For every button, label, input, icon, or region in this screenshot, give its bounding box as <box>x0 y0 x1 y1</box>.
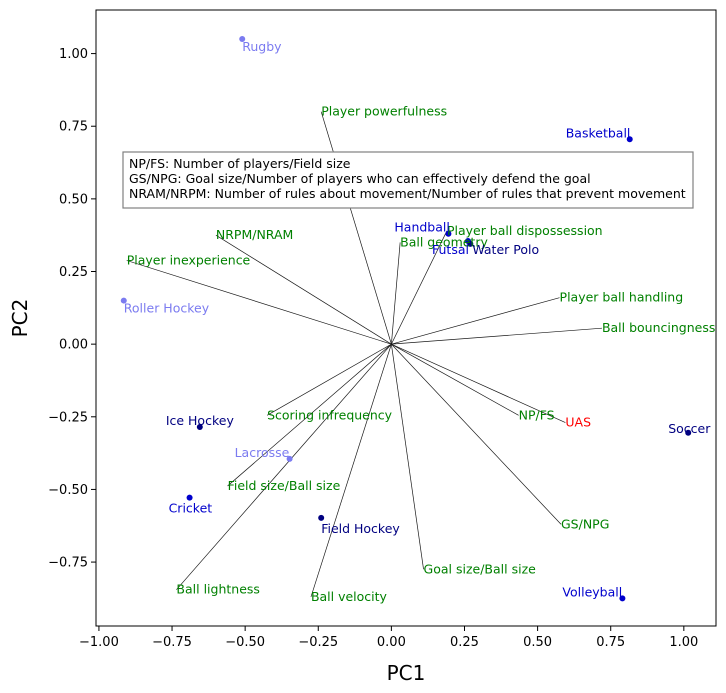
sport-points <box>120 36 692 602</box>
y-tick-label: 0.00 <box>59 338 88 353</box>
loading-label-np-fs: NP/FS <box>519 407 555 422</box>
sport-label-futsal: Futsal <box>432 242 469 257</box>
loading-label-player-ball-dispossession: Player ball dispossession <box>447 223 603 238</box>
loading-label-nrpm-nram: NRPM/NRAM <box>216 227 293 242</box>
y-tick-label: −0.25 <box>48 410 88 425</box>
loading-vectors <box>126 111 602 598</box>
sport-point-handball <box>445 230 452 237</box>
x-tick-label: 0.75 <box>596 635 625 650</box>
sport-label-basketball: Basketball <box>566 125 631 140</box>
loading-label-ball-lightness: Ball lightness <box>176 582 260 597</box>
sport-point-field-hockey <box>318 514 325 521</box>
x-tick-label: −1.00 <box>79 635 119 650</box>
loading-label-player-inexperience: Player inexperience <box>127 252 251 267</box>
sport-point-volleyball <box>619 595 626 602</box>
loading-vector-ball-velocity <box>310 344 392 598</box>
loading-label-gs-npg: GS/NPG <box>561 516 609 531</box>
sport-point-roller-hockey <box>120 297 127 304</box>
plot-frame <box>95 9 717 627</box>
loading-vector-player-inexperience <box>126 260 392 345</box>
legend-box <box>122 151 694 209</box>
loading-vector-player-powerfulness <box>320 111 392 345</box>
sport-label-roller-hockey: Roller Hockey <box>124 301 210 316</box>
loading-label-field-size-ball-size: Field size/Ball size <box>228 478 341 493</box>
loading-vector-scoring-infrequency <box>266 343 392 416</box>
sport-labels: Rugby Basketball Handball Futsal Water Polo R… <box>124 39 711 599</box>
sport-label-handball: Handball <box>394 220 449 235</box>
sport-point-rugby <box>239 36 246 43</box>
loading-label-player-powerfulness: Player powerfulness <box>321 104 447 119</box>
sport-point-water-polo <box>467 240 474 247</box>
loading-vector-np-fs <box>391 343 519 416</box>
sport-label-volleyball: Volleyball <box>562 584 622 599</box>
loading-vector-ball-geometry <box>391 242 401 345</box>
x-axis-label: PC1 <box>387 661 426 685</box>
loading-vector-ball-lightness <box>176 343 392 590</box>
sport-label-field-hockey: Field Hockey <box>321 521 400 536</box>
x-tick-label: −0.50 <box>225 635 265 650</box>
loading-vector-gs-npg <box>391 343 562 525</box>
sport-point-soccer <box>685 429 692 436</box>
loading-vector-player-ball-handling <box>391 297 560 345</box>
loading-label-scoring-infrequency: Scoring infrequency <box>267 407 393 422</box>
sport-point-lacrosse <box>286 455 293 462</box>
y-tick-label: 0.25 <box>59 265 88 280</box>
loading-vector-player-ball-dispossession <box>391 230 448 345</box>
x-axis-ticks: −1.00 −0.75 −0.50 −0.25 0.00 0.25 0.50 0.75 1.00 <box>79 626 698 650</box>
loading-vector-uas <box>391 343 566 423</box>
loading-label-ball-bouncingness: Ball bouncingness <box>602 320 715 335</box>
y-axis-ticks: −0.75 −0.50 −0.25 0.00 0.25 0.50 0.75 1.00 <box>48 47 96 571</box>
x-tick-label: 0.00 <box>377 635 406 650</box>
x-tick-label: 0.25 <box>450 635 479 650</box>
loading-vector-goal-size-ball-size <box>391 344 424 570</box>
y-tick-label: 0.75 <box>59 120 88 135</box>
loading-labels: Player powerfulness NRPM/NRAM Ball geometr… <box>127 104 716 604</box>
x-tick-label: −0.75 <box>152 635 192 650</box>
loading-vector-nrpm-nram <box>215 234 392 345</box>
y-axis-label: PC2 <box>8 299 32 338</box>
loading-label-goal-size-ball-size: Goal size/Ball size <box>424 561 537 576</box>
legend-line-nram-nrpm: NRAM/NRPM: Number of rules about movemen… <box>129 186 686 201</box>
loading-label-player-ball-handling: Player ball handling <box>560 290 684 305</box>
loading-label-uas: UAS <box>565 415 591 430</box>
sport-label-rugby: Rugby <box>242 39 282 54</box>
sport-point-basketball <box>626 136 633 143</box>
y-tick-label: −0.50 <box>48 483 88 498</box>
sport-point-cricket <box>186 494 193 501</box>
sport-label-water-polo: Water Polo <box>472 242 539 257</box>
abbreviation-legend: NP/FS: Number of players/Field size GS/N… <box>122 151 694 209</box>
legend-line-np-fs: NP/FS: Number of players/Field size <box>129 156 351 171</box>
sport-point-ice-hockey <box>196 423 203 430</box>
y-tick-label: −0.75 <box>48 556 88 571</box>
x-tick-label: 1.00 <box>669 635 698 650</box>
sport-label-soccer: Soccer <box>668 421 711 436</box>
sport-label-cricket: Cricket <box>169 501 213 516</box>
y-tick-label: 1.00 <box>59 47 88 62</box>
legend-line-gs-npg: GS/NPG: Goal size/Number of players who … <box>129 171 591 186</box>
loading-label-ball-velocity: Ball velocity <box>311 589 388 604</box>
x-tick-label: 0.50 <box>523 635 552 650</box>
loading-label-ball-geometry: Ball geometry <box>400 234 488 249</box>
loading-vector-ball-bouncingness <box>391 327 602 345</box>
x-tick-label: −0.25 <box>298 635 338 650</box>
y-tick-label: 0.50 <box>59 192 88 207</box>
sport-label-ice-hockey: Ice Hockey <box>166 413 235 428</box>
sport-label-lacrosse: Lacrosse <box>235 445 290 460</box>
loading-vector-field-size-ball-size <box>227 343 392 487</box>
